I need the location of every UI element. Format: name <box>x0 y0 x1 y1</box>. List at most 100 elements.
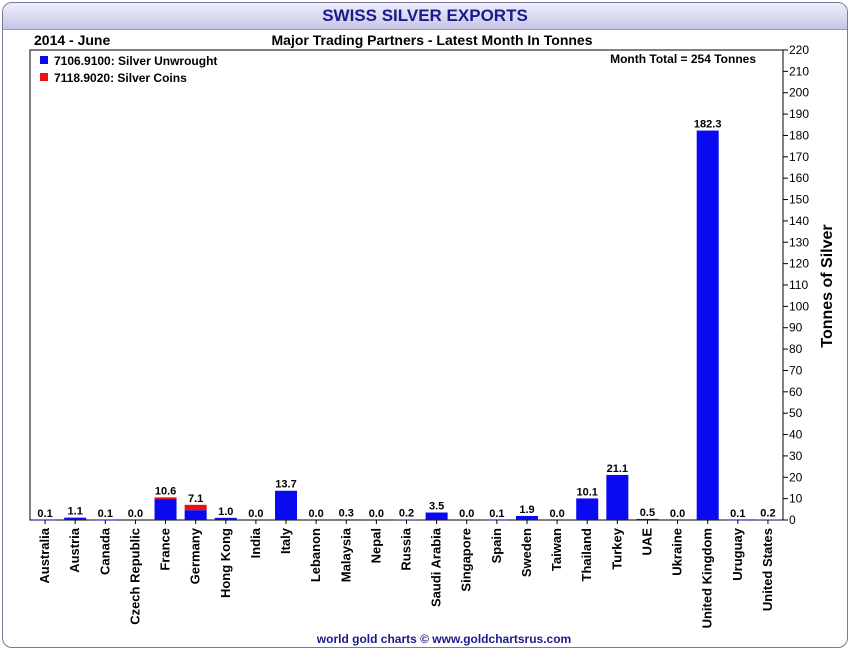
y-axis-title: Tonnes of Silver <box>819 224 836 347</box>
y-tick-label: 110 <box>789 278 808 292</box>
legend-swatch-coins <box>40 73 48 81</box>
x-tick-label: United States <box>760 528 775 611</box>
chart-title: SWISS SILVER EXPORTS <box>322 6 528 25</box>
y-tick-label: 50 <box>789 406 803 420</box>
x-tick-label: Saudi Arabia <box>429 527 444 607</box>
data-label: 0.0 <box>459 508 474 520</box>
y-tick-label: 130 <box>789 235 809 249</box>
data-label: 0.1 <box>98 508 113 520</box>
y-tick-label: 20 <box>789 470 803 484</box>
x-tick-label: Italy <box>278 527 293 554</box>
y-tick-label: 0 <box>789 513 796 527</box>
y-tick-label: 80 <box>789 342 803 356</box>
x-tick-label: Austria <box>67 527 82 573</box>
y-tick-label: 180 <box>789 128 809 142</box>
y-tick-label: 60 <box>789 385 803 399</box>
y-tick-label: 160 <box>789 171 809 185</box>
y-tick-label: 220 <box>789 43 809 57</box>
bar-unwrought <box>756 519 779 521</box>
data-label: 13.7 <box>275 479 296 491</box>
legend-swatch-unwrought <box>40 56 48 64</box>
y-tick-label: 30 <box>789 449 803 463</box>
bar-unwrought <box>696 130 719 521</box>
y-tick-label: 170 <box>789 150 809 164</box>
data-label: 0.0 <box>248 508 263 520</box>
data-label: 10.1 <box>577 486 598 498</box>
month-total-label: Month Total = 254 Tonnes <box>610 52 756 66</box>
y-tick-label: 140 <box>789 214 809 228</box>
x-tick-label: Czech Republic <box>127 528 142 625</box>
footer-credit: world gold charts © www.goldchartsrus.co… <box>316 632 571 646</box>
x-tick-label: Germany <box>188 527 203 584</box>
bar-unwrought <box>636 518 659 520</box>
bar-unwrought <box>425 512 448 520</box>
data-label: 0.0 <box>369 508 384 520</box>
data-label: 0.2 <box>399 508 414 520</box>
y-tick-label: 210 <box>789 64 809 78</box>
data-label: 3.5 <box>429 501 444 513</box>
x-tick-label: Hong Kong <box>218 528 233 598</box>
data-label: 0.0 <box>128 508 143 520</box>
x-tick-label: UAE <box>639 528 654 556</box>
data-label: 0.2 <box>760 508 775 520</box>
bar-unwrought <box>515 515 538 520</box>
legend-label-unwrought: 7106.9100: Silver Unwrought <box>54 54 217 68</box>
bar-unwrought <box>576 498 599 520</box>
bar-unwrought <box>335 519 358 520</box>
data-label: 1.0 <box>218 506 233 518</box>
bar-unwrought <box>606 474 629 520</box>
bar-coins <box>184 504 207 511</box>
data-label: 0.0 <box>549 508 564 520</box>
data-label: 21.1 <box>607 463 628 475</box>
y-tick-label: 120 <box>789 257 809 271</box>
y-tick-label: 200 <box>789 86 809 100</box>
bar-unwrought <box>214 517 237 520</box>
x-tick-label: Australia <box>37 527 52 583</box>
x-tick-label: Ukraine <box>670 528 685 576</box>
x-tick-label: Singapore <box>459 528 474 592</box>
plot-area <box>29 49 784 521</box>
bar-unwrought <box>154 499 177 520</box>
bar-coins <box>154 497 177 500</box>
bar-unwrought <box>184 510 207 520</box>
legend-label-coins: 7118.9020: Silver Coins <box>54 71 187 85</box>
bar-unwrought <box>275 490 298 520</box>
y-tick-label: 90 <box>789 321 803 335</box>
x-tick-label: Russia <box>399 527 414 570</box>
data-label: 0.1 <box>730 508 745 520</box>
x-tick-label: Uruguay <box>730 527 745 581</box>
x-tick-label: Canada <box>97 527 112 575</box>
x-tick-label: France <box>158 528 173 571</box>
y-tick-label: 190 <box>789 107 809 121</box>
data-label: 1.9 <box>519 504 534 516</box>
data-label: 0.3 <box>339 507 354 519</box>
x-tick-label: Lebanon <box>308 528 323 582</box>
x-tick-label: India <box>248 527 263 558</box>
title-bar: SWISS SILVER EXPORTS <box>3 3 847 30</box>
bar-unwrought <box>64 517 87 520</box>
y-tick-label: 100 <box>789 299 809 313</box>
data-label: 0.1 <box>489 508 504 520</box>
x-tick-label: Spain <box>489 528 504 563</box>
x-tick-label: Taiwan <box>549 528 564 571</box>
data-label: 10.6 <box>155 485 176 497</box>
y-tick-label: 10 <box>789 492 803 506</box>
data-label: 1.1 <box>68 506 83 518</box>
data-label: 7.1 <box>188 493 203 505</box>
y-tick-label: 70 <box>789 363 803 377</box>
data-label: 182.3 <box>694 119 722 131</box>
x-tick-label: Malaysia <box>338 527 353 582</box>
data-label: 0.5 <box>640 507 655 519</box>
x-tick-label: Nepal <box>368 528 383 563</box>
data-label: 0.0 <box>670 508 685 520</box>
data-label: 0.0 <box>308 508 323 520</box>
y-tick-label: 40 <box>789 428 803 442</box>
bar-unwrought <box>395 519 418 521</box>
y-tick-label: 150 <box>789 193 809 207</box>
x-tick-label: United Kingdom <box>700 528 715 628</box>
x-tick-label: Turkey <box>609 527 624 569</box>
x-tick-label: Thailand <box>579 528 594 582</box>
data-label: 0.1 <box>37 508 52 520</box>
period-label: 2014 - June <box>34 32 110 48</box>
